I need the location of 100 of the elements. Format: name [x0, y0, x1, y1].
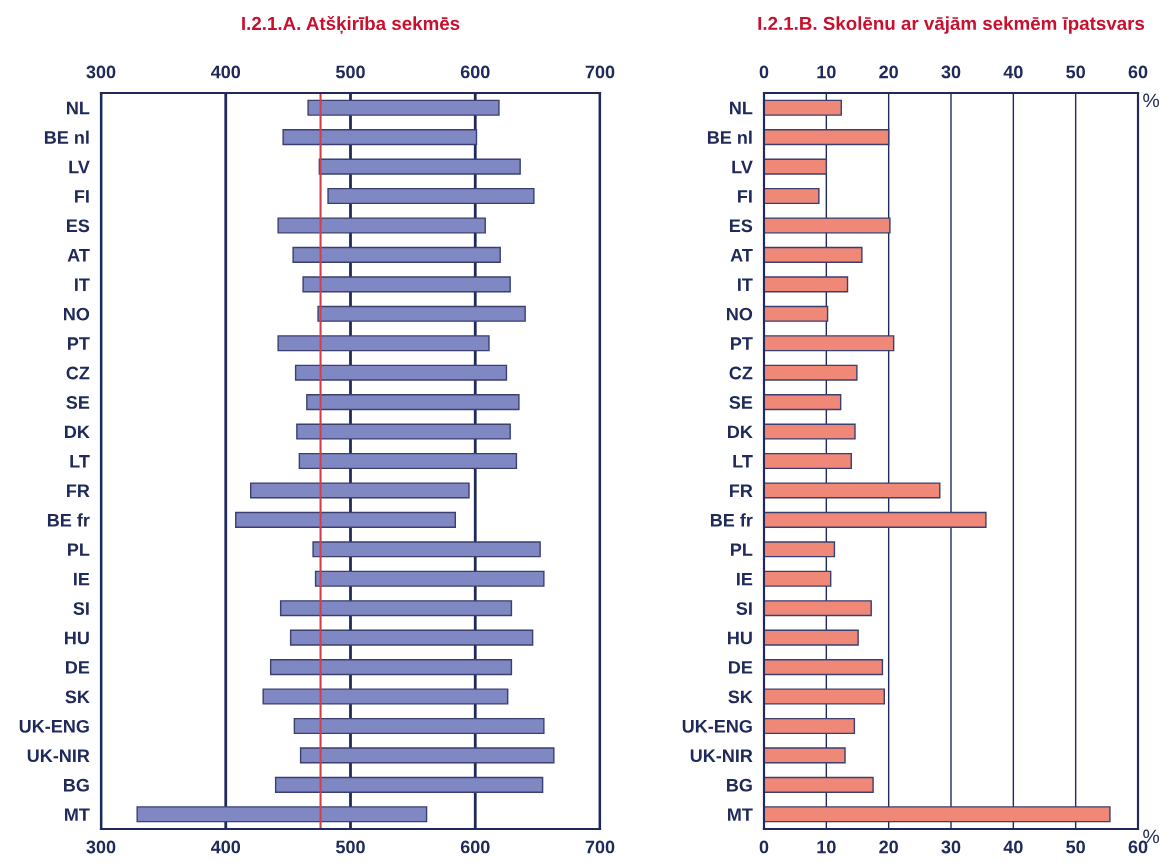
x2-tick-label: 400	[210, 65, 241, 79]
y-tick-label: CZ	[66, 366, 90, 380]
bar	[764, 541, 836, 558]
y-tick-label: PL	[731, 543, 753, 556]
x-tick-label: 50	[1066, 840, 1085, 854]
y-tick-label: UK-ENG	[19, 719, 89, 733]
bar	[764, 217, 891, 234]
bar	[764, 776, 874, 793]
bar	[764, 335, 895, 352]
x-tick-label: 30	[941, 840, 961, 854]
y-tick-label: DK	[65, 425, 90, 439]
y-tick-label: NL	[730, 101, 753, 115]
bar	[279, 600, 513, 617]
bar	[302, 276, 511, 293]
y-tick-label: SI	[736, 602, 752, 615]
x2-tick-label: 20	[879, 65, 898, 79]
bar	[764, 482, 941, 499]
x2-tick-label: 50	[1066, 65, 1085, 79]
y-tick-label: LV	[69, 160, 90, 174]
y-tick-label: ES	[730, 219, 753, 233]
bar	[269, 659, 513, 676]
bar	[327, 187, 535, 205]
bar	[764, 659, 884, 676]
x2-tick-label: 500	[335, 65, 365, 79]
bar	[262, 688, 509, 705]
y-tick-label: UK-NIR	[690, 749, 753, 763]
bar	[764, 99, 842, 116]
y-tick-label: SK	[728, 690, 753, 704]
bar	[764, 305, 829, 322]
bar	[296, 423, 511, 440]
y-tick-label: IT	[75, 278, 90, 291]
x2-tick-label: 600	[460, 65, 490, 79]
y-tick-label: IT	[738, 278, 753, 291]
bar	[764, 364, 858, 381]
bar	[764, 570, 832, 587]
y-tick-label: HU	[728, 631, 752, 645]
bar	[764, 394, 842, 411]
y-tick-label: BG	[64, 778, 89, 792]
bar	[764, 246, 863, 263]
x-tick-label: 600	[460, 840, 490, 854]
x2-tick-label: 300	[86, 65, 116, 79]
y-tick-label: SE	[66, 396, 90, 409]
chart-title: I.2.1.B. Skolēnu ar vājām sekmēm īpatsvars	[758, 16, 1145, 34]
y-tick-label: SI	[73, 602, 89, 615]
y-tick-label: DE	[729, 661, 753, 674]
bar	[277, 217, 486, 234]
x2-tick-label: 30	[941, 65, 961, 79]
y-tick-label: DE	[66, 661, 90, 674]
bar	[764, 423, 856, 440]
bar	[318, 158, 521, 175]
y-tick-label: DK	[728, 425, 753, 439]
y-tick-label: ES	[67, 219, 90, 233]
y-tick-label: BG	[727, 778, 752, 792]
y-tick-label: CZ	[729, 366, 753, 380]
chart-title: I.2.1.A. Atšķirība sekmēs	[242, 15, 460, 35]
bar	[314, 570, 545, 587]
y-tick-label: FI	[75, 190, 89, 203]
bar	[292, 246, 501, 263]
bar	[764, 600, 872, 617]
y-tick-label: PT	[731, 337, 753, 350]
x-tick-label: 10	[817, 840, 836, 854]
y-tick-label: NO	[64, 307, 90, 321]
x2-tick-label: 700	[585, 65, 615, 79]
x-tick-label: 700	[585, 840, 615, 854]
bar	[299, 747, 555, 764]
y-tick-label: NO	[727, 307, 753, 321]
bar	[250, 482, 470, 499]
x2-tick-label: 60	[1128, 65, 1148, 79]
bar	[136, 806, 428, 823]
bar	[764, 747, 846, 764]
bar	[764, 717, 856, 735]
y-tick-label: LT	[733, 455, 753, 468]
bar	[282, 129, 478, 146]
y-tick-label: PT	[68, 337, 90, 350]
x-tick-label: 20	[879, 840, 898, 854]
bar	[274, 776, 544, 793]
y-tick-label: BE nl	[44, 130, 89, 144]
y-tick-label: LV	[732, 160, 753, 174]
y-tick-label: FI	[738, 190, 752, 203]
x-tick-label: 500	[335, 840, 365, 854]
x2-tick-label: 0	[759, 65, 769, 79]
x-tick-label: 400	[210, 840, 241, 854]
y-tick-label: AT	[730, 249, 753, 262]
bar	[298, 452, 518, 470]
bar	[764, 511, 987, 528]
x-tick-label: 0	[759, 840, 769, 854]
y-tick-label: BE fr	[47, 513, 90, 527]
y-tick-label: FR	[730, 484, 753, 497]
bar	[764, 806, 1111, 823]
y-tick-label: FR	[67, 484, 90, 497]
bar	[764, 688, 885, 705]
y-tick-label: UK-ENG	[682, 719, 752, 733]
y-tick-label: IE	[74, 572, 90, 586]
y-tick-label: NL	[67, 101, 90, 115]
y-tick-label: SK	[65, 690, 90, 704]
bar	[764, 129, 890, 146]
bar	[764, 629, 859, 646]
y-tick-label: MT	[65, 808, 90, 821]
bar	[306, 394, 520, 411]
bar	[312, 541, 541, 558]
